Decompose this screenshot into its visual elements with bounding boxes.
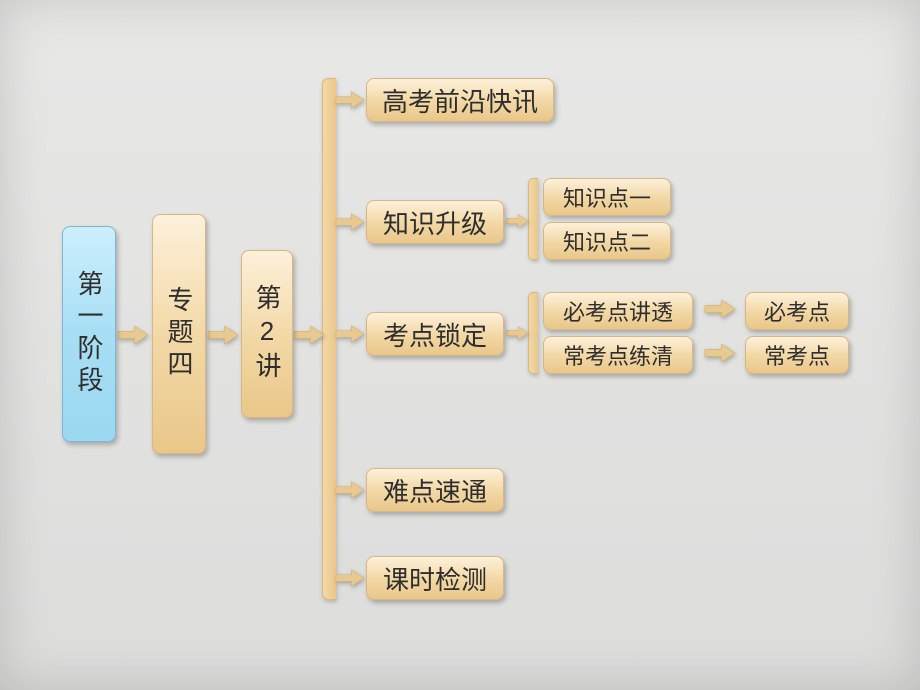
node-b1: 高考前沿快讯 [366,78,554,122]
arrow-right-icon [336,567,364,589]
arrow-right-icon [294,324,324,346]
node-label: 知识点一 [563,181,651,213]
node-b4: 难点速通 [366,468,504,512]
node-label: 专题四 [166,286,192,382]
node-label: 常考点练清 [563,339,673,371]
node-d1: 必考点 [745,292,849,330]
bracket [528,292,538,374]
node-label: 高考前沿快讯 [382,82,538,119]
node-label: 必考点 [764,295,830,327]
node-n0: 第一阶段 [62,226,116,442]
node-label: 常考点 [764,339,830,371]
node-label: 第2讲 [254,284,280,384]
arrow-right-icon [336,89,364,111]
arrow-right-icon [506,211,528,231]
node-label: 考点锁定 [383,316,487,353]
node-d2: 常考点 [745,336,849,374]
bracket [528,178,538,260]
node-b3: 考点锁定 [366,312,504,356]
arrow-right-icon [118,324,148,346]
arrow-right-icon [506,323,528,343]
node-c3: 必考点讲透 [543,292,693,330]
node-label: 必考点讲透 [563,295,673,327]
node-label: 难点速通 [383,472,487,509]
node-label: 知识点二 [563,225,651,257]
diagram-stage: 第一阶段 专题四 第2讲 高考前沿快讯知识升级考点锁定难点速通课时检测 知识点一知识点二… [0,0,920,690]
node-c1: 知识点一 [543,178,671,216]
bracket [322,78,336,600]
arrow-right-icon [208,324,238,346]
node-c2: 知识点二 [543,222,671,260]
arrow-right-icon [699,344,741,362]
node-b5: 课时检测 [366,556,504,600]
node-label: 第一阶段 [76,270,102,398]
node-c4: 常考点练清 [543,336,693,374]
arrow-right-icon [336,211,364,233]
node-label: 知识升级 [383,204,487,241]
arrow-right-icon [699,300,741,318]
arrow-right-icon [336,479,364,501]
node-n2: 第2讲 [241,250,293,418]
node-label: 课时检测 [383,560,487,597]
node-n1: 专题四 [152,214,206,454]
arrow-right-icon [336,323,364,345]
node-b2: 知识升级 [366,200,504,244]
